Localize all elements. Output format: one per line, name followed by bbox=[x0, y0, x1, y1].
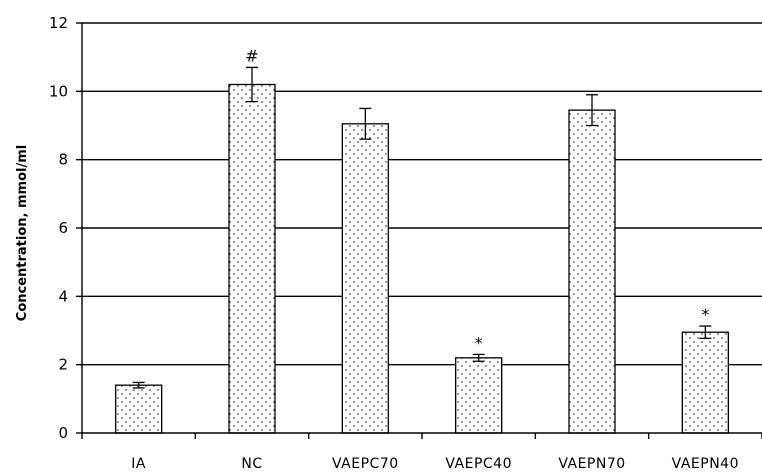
bar bbox=[341, 123, 389, 434]
x-category-label: VAEPC70 bbox=[332, 456, 399, 472]
x-category-label: IA bbox=[131, 456, 146, 472]
y-axis-ticks: 0 2 4 6 8 10 12 bbox=[49, 14, 82, 442]
y-tick-label: 12 bbox=[49, 14, 68, 32]
significance-marker: # bbox=[245, 46, 258, 65]
significance-marker: * bbox=[701, 305, 709, 324]
bar bbox=[228, 83, 276, 434]
bar bbox=[455, 357, 503, 434]
bar-group-vaepc40: * bbox=[455, 333, 503, 434]
x-category-label: NC bbox=[241, 456, 262, 472]
y-tick-label: 10 bbox=[49, 82, 68, 100]
bar bbox=[115, 384, 163, 434]
y-tick-label: 0 bbox=[58, 424, 68, 442]
y-tick-label: 4 bbox=[58, 287, 68, 305]
bar bbox=[681, 331, 729, 434]
bar-group-nc: # bbox=[228, 46, 276, 434]
bar-group-vaepn40: * bbox=[681, 305, 729, 434]
x-axis-labels: IA NC VAEPC70 VAEPC40 VAEPN70 VAEPN40 bbox=[131, 456, 739, 472]
y-tick-label: 8 bbox=[58, 151, 68, 169]
bar bbox=[568, 109, 616, 434]
significance-marker: * bbox=[475, 333, 483, 352]
x-category-label: VAEPN40 bbox=[672, 456, 739, 472]
x-category-label: VAEPC40 bbox=[445, 456, 512, 472]
gridlines bbox=[82, 22, 762, 366]
y-tick-label: 6 bbox=[58, 219, 68, 237]
bars: # * * bbox=[115, 46, 729, 434]
bar-group-vaepc70 bbox=[341, 107, 389, 434]
axes bbox=[81, 23, 762, 439]
bar-group-vaepn70 bbox=[568, 94, 616, 434]
y-tick-label: 2 bbox=[58, 356, 68, 374]
x-category-label: VAEPN70 bbox=[558, 456, 625, 472]
bar-group-ia bbox=[115, 381, 163, 434]
y-axis-title: Concentration, mmol/ml bbox=[15, 145, 30, 321]
